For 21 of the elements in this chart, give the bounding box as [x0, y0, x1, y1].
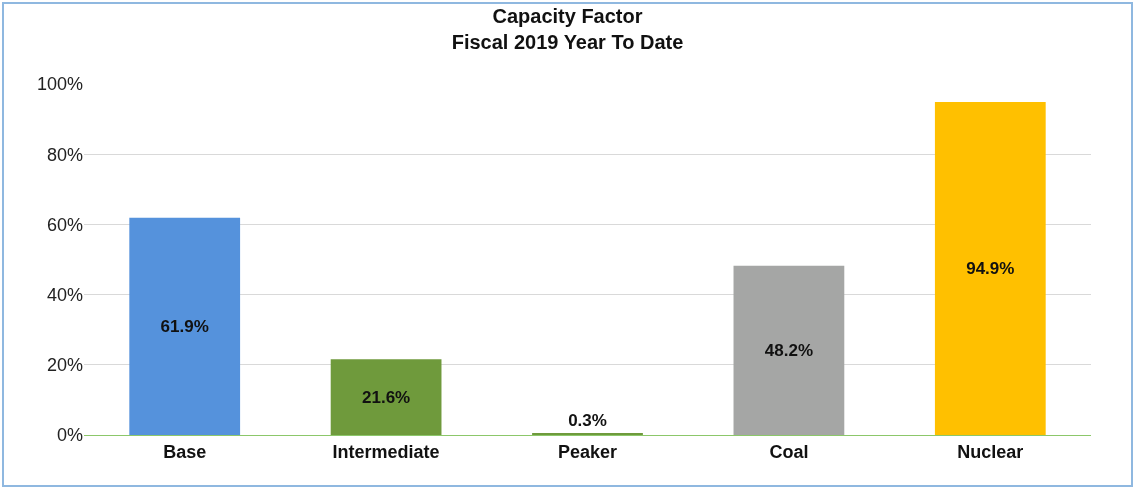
- y-tick-label: 100%: [36, 74, 83, 95]
- x-tick-label: Coal: [769, 441, 809, 462]
- x-tick-label: Base: [163, 441, 207, 462]
- y-tick-label: 80%: [46, 144, 83, 165]
- y-tick-label: 0%: [56, 425, 83, 446]
- chart-title: Capacity Factor Fiscal 2019 Year To Date: [451, 5, 684, 54]
- data-label: 94.9%: [966, 258, 1015, 278]
- y-tick-label: 20%: [46, 355, 83, 376]
- bar: [129, 217, 241, 435]
- x-tick-label: Nuclear: [957, 441, 1024, 462]
- y-tick-label: 60%: [46, 214, 83, 235]
- bar: [733, 265, 845, 435]
- data-label: 61.9%: [160, 316, 209, 336]
- data-label: 0.3%: [568, 411, 607, 430]
- y-tick-label: 40%: [46, 284, 83, 305]
- data-label: 48.2%: [764, 340, 814, 360]
- data-label: 21.6%: [361, 387, 411, 407]
- x-tick-label: Peaker: [557, 441, 618, 462]
- x-tick-label: Intermediate: [332, 441, 440, 462]
- bar: [934, 101, 1046, 435]
- bar: [330, 359, 442, 435]
